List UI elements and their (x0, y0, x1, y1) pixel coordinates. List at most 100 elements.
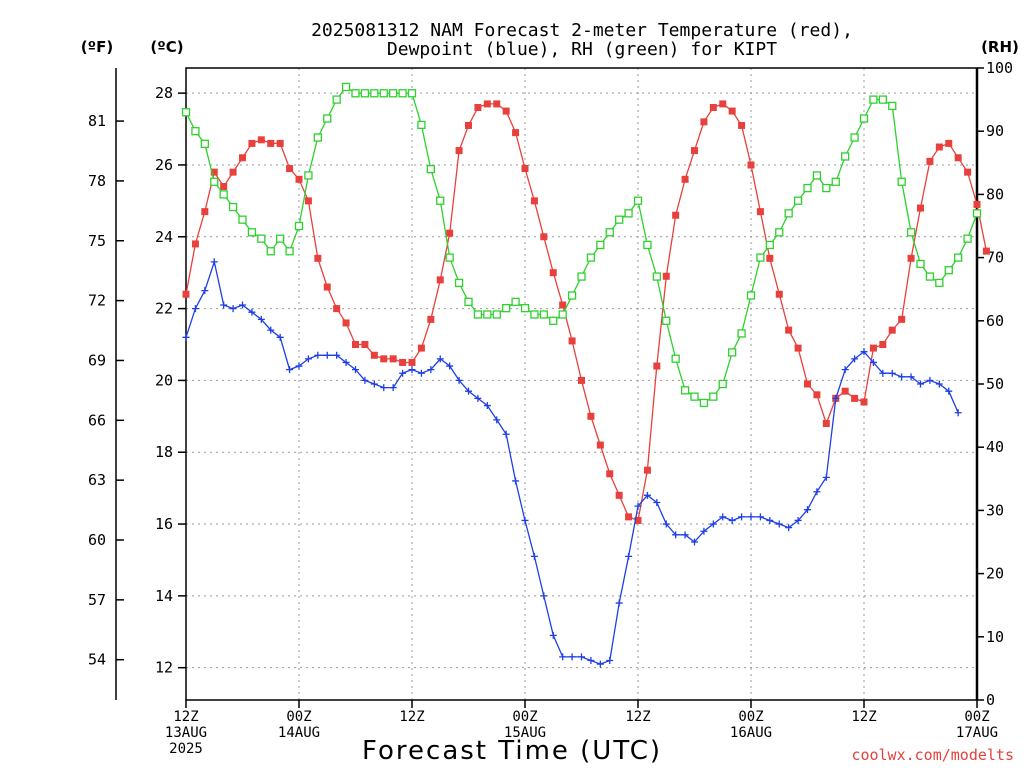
data-point (370, 351, 378, 359)
data-point (540, 233, 548, 241)
data-point (578, 653, 585, 661)
data-point (822, 183, 831, 193)
data-point (672, 531, 680, 539)
data-point (238, 215, 247, 224)
data-point (530, 197, 538, 205)
time-tick-label: 16AUG (730, 725, 772, 741)
data-point (521, 516, 529, 524)
celsius-tick-label: 18 (155, 443, 173, 461)
data-point (417, 120, 426, 130)
data-point (493, 100, 501, 108)
data-point (323, 351, 331, 359)
data-point (191, 240, 199, 248)
data-point (634, 502, 642, 510)
data-point (248, 139, 256, 147)
data-point (728, 107, 736, 115)
time-tick-label: 12Z (173, 709, 198, 725)
data-point (407, 89, 417, 98)
time-tick-label: 00Z (512, 709, 537, 725)
time-tick-label: 12Z (851, 709, 876, 725)
data-point (276, 333, 284, 341)
data-point (954, 253, 963, 262)
data-point (878, 95, 887, 104)
data-point (511, 297, 520, 306)
data-point (813, 488, 821, 496)
data-point (436, 196, 445, 205)
data-point (860, 348, 868, 356)
rh-tick-label: 80 (986, 185, 1004, 203)
data-point (464, 297, 473, 306)
celsius-tick-label: 14 (155, 587, 173, 605)
data-point (455, 147, 463, 155)
data-point (426, 164, 435, 174)
data-point (615, 491, 623, 499)
data-point (361, 341, 369, 348)
data-point (775, 520, 783, 528)
data-point (775, 290, 783, 298)
data-point (465, 121, 472, 129)
data-point (822, 420, 830, 427)
data-point (380, 384, 388, 392)
time-tick-label: 2025 (169, 741, 203, 757)
data-point (888, 326, 896, 334)
data-point (634, 516, 642, 524)
data-point (897, 177, 906, 186)
data-point (907, 373, 915, 381)
rh-tick-label: 90 (986, 122, 1004, 140)
data-point (398, 89, 407, 98)
data-point (691, 538, 698, 546)
data-point (785, 524, 793, 532)
data-point (239, 154, 246, 162)
data-point (248, 308, 256, 316)
time-tick-label: 17AUG (956, 725, 998, 741)
data-point (436, 355, 444, 363)
data-point (775, 228, 784, 237)
data-point (201, 287, 209, 295)
series-line (185, 103, 988, 522)
data-point (596, 660, 604, 668)
data-point (633, 196, 643, 205)
data-point (624, 209, 633, 218)
data-point (191, 127, 200, 136)
data-point (333, 305, 341, 313)
data-point (926, 376, 934, 384)
data-point (342, 319, 350, 327)
data-point (793, 196, 803, 205)
rh-tick-label: 30 (986, 501, 1004, 519)
data-point (746, 291, 756, 300)
data-point (766, 516, 774, 524)
data-point (389, 355, 397, 363)
data-point (709, 104, 717, 111)
data-point (851, 394, 859, 402)
rh-tick-label: 100 (986, 59, 1013, 77)
data-point (963, 234, 972, 243)
celsius-tick-label: 22 (155, 300, 173, 318)
data-point (841, 366, 849, 374)
data-point (917, 204, 924, 212)
data-point (568, 653, 576, 661)
data-point (671, 354, 680, 363)
data-point (492, 310, 501, 319)
data-point (860, 398, 868, 406)
data-point (352, 341, 359, 348)
data-point (399, 369, 407, 377)
data-point (898, 373, 906, 381)
data-point (964, 168, 972, 176)
data-point (408, 358, 416, 366)
data-point (578, 376, 585, 384)
data-point (587, 412, 595, 420)
celsius-tick-label: 24 (155, 228, 173, 246)
data-point (502, 304, 511, 313)
data-point (294, 221, 304, 231)
celsius-tick-label: 26 (155, 156, 173, 174)
data-point (276, 139, 284, 147)
data-point (474, 104, 482, 111)
data-point (229, 305, 237, 313)
data-point (700, 527, 708, 535)
celsius-tick-label: 16 (155, 515, 173, 533)
data-point (267, 326, 275, 334)
data-point (512, 477, 520, 485)
data-point (944, 266, 953, 275)
data-point (596, 240, 605, 250)
data-point (520, 304, 530, 313)
